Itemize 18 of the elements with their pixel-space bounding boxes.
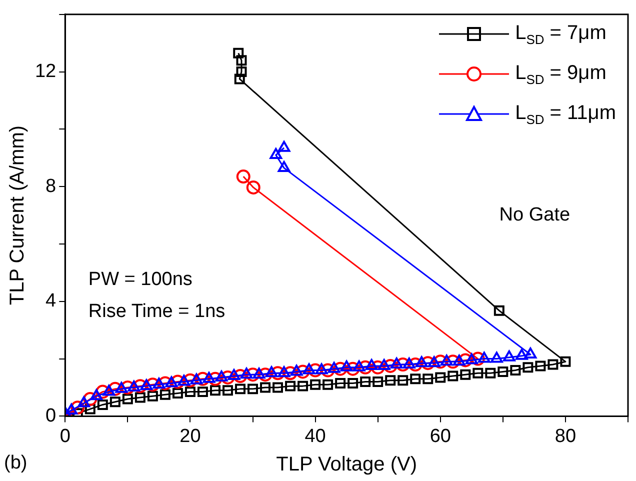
y-tick-label: 4: [46, 290, 57, 312]
annotation: PW = 100ns: [88, 268, 192, 290]
legend-label: L$_{SD}$ = 11μm: [515, 102, 616, 126]
x-tick-label: 60: [430, 426, 451, 447]
annotation: No Gate: [499, 204, 570, 226]
x-tick-label: 0: [60, 426, 70, 447]
legend-label: L$_{SD}$ = 9μm: [515, 62, 606, 86]
x-tick-label: 20: [180, 426, 201, 447]
text: (b): [4, 452, 28, 474]
x-axis-title: TLP Voltage (V): [276, 454, 417, 476]
y-tick-label: 8: [46, 176, 56, 197]
annotation: Rise Time = 1ns: [88, 300, 226, 322]
y-tick-label: 12: [34, 61, 56, 82]
x-tick-label: 80: [554, 426, 576, 447]
x-tick-label: 40: [304, 426, 326, 447]
legend-label: L$_{SD}$ = 7μm: [515, 22, 606, 46]
y-tick-label: 0: [46, 405, 56, 426]
y-axis-title: TLP Current (A/mm): [6, 125, 29, 306]
